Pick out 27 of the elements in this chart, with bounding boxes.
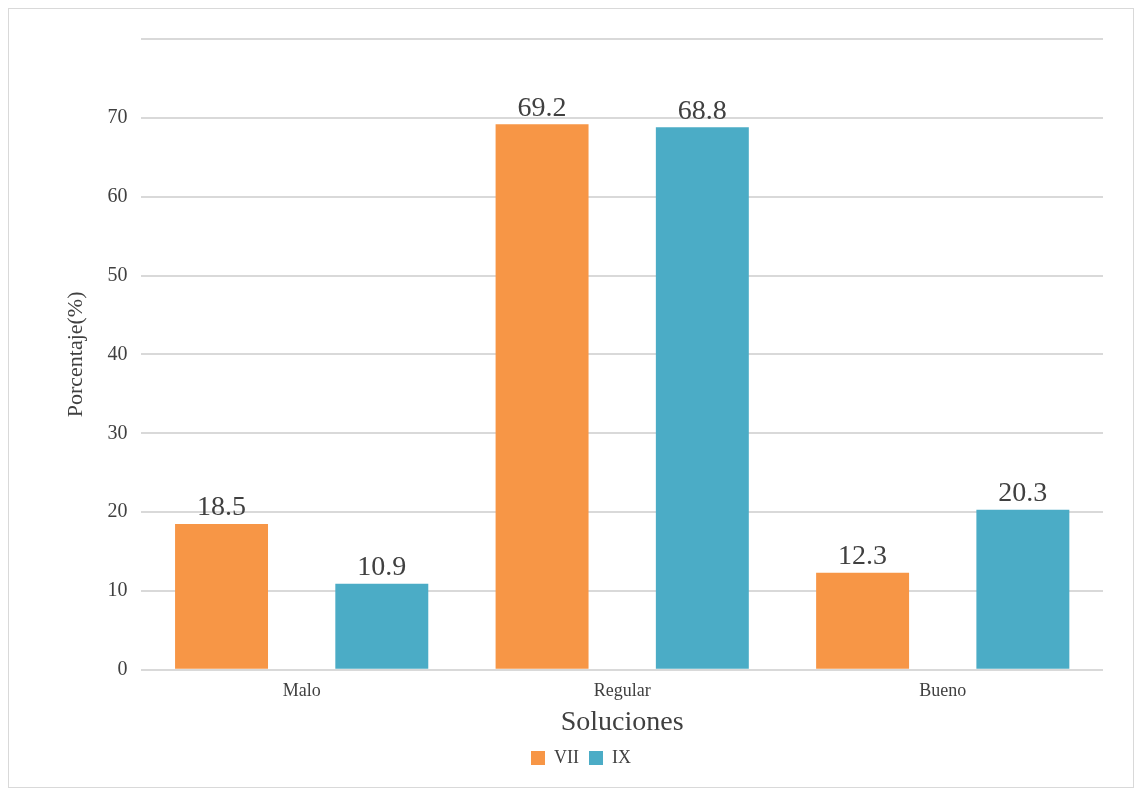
x-tick-label: Bueno xyxy=(919,680,967,701)
y-tick-label: 30 xyxy=(107,420,128,443)
bar xyxy=(335,583,429,669)
legend-label: VII xyxy=(554,746,580,767)
y-tick-label: 50 xyxy=(107,262,128,285)
bar xyxy=(816,572,910,669)
y-tick-label: 20 xyxy=(107,499,128,522)
y-tick-label: 0 xyxy=(117,657,128,680)
data-label: 12.3 xyxy=(838,539,888,571)
x-tick-label: Regular xyxy=(593,680,651,701)
data-label: 69.2 xyxy=(517,90,567,122)
data-label: 20.3 xyxy=(998,476,1048,508)
legend-label: IX xyxy=(612,746,631,767)
data-label: 18.5 xyxy=(197,490,247,522)
y-tick-label: 70 xyxy=(107,105,128,128)
y-tick-label: 60 xyxy=(107,183,128,206)
bar xyxy=(976,509,1070,669)
bar xyxy=(175,523,269,669)
bar xyxy=(655,127,749,669)
data-label: 10.9 xyxy=(357,550,407,582)
y-tick-label: 40 xyxy=(107,341,128,364)
y-axis-title: Porcentaje(%) xyxy=(61,291,87,418)
x-tick-label: Malo xyxy=(282,680,321,701)
x-axis-title: Soluciones xyxy=(560,704,684,736)
data-label: 68.8 xyxy=(677,93,727,125)
y-tick-label: 10 xyxy=(107,578,128,601)
bar xyxy=(495,124,589,669)
